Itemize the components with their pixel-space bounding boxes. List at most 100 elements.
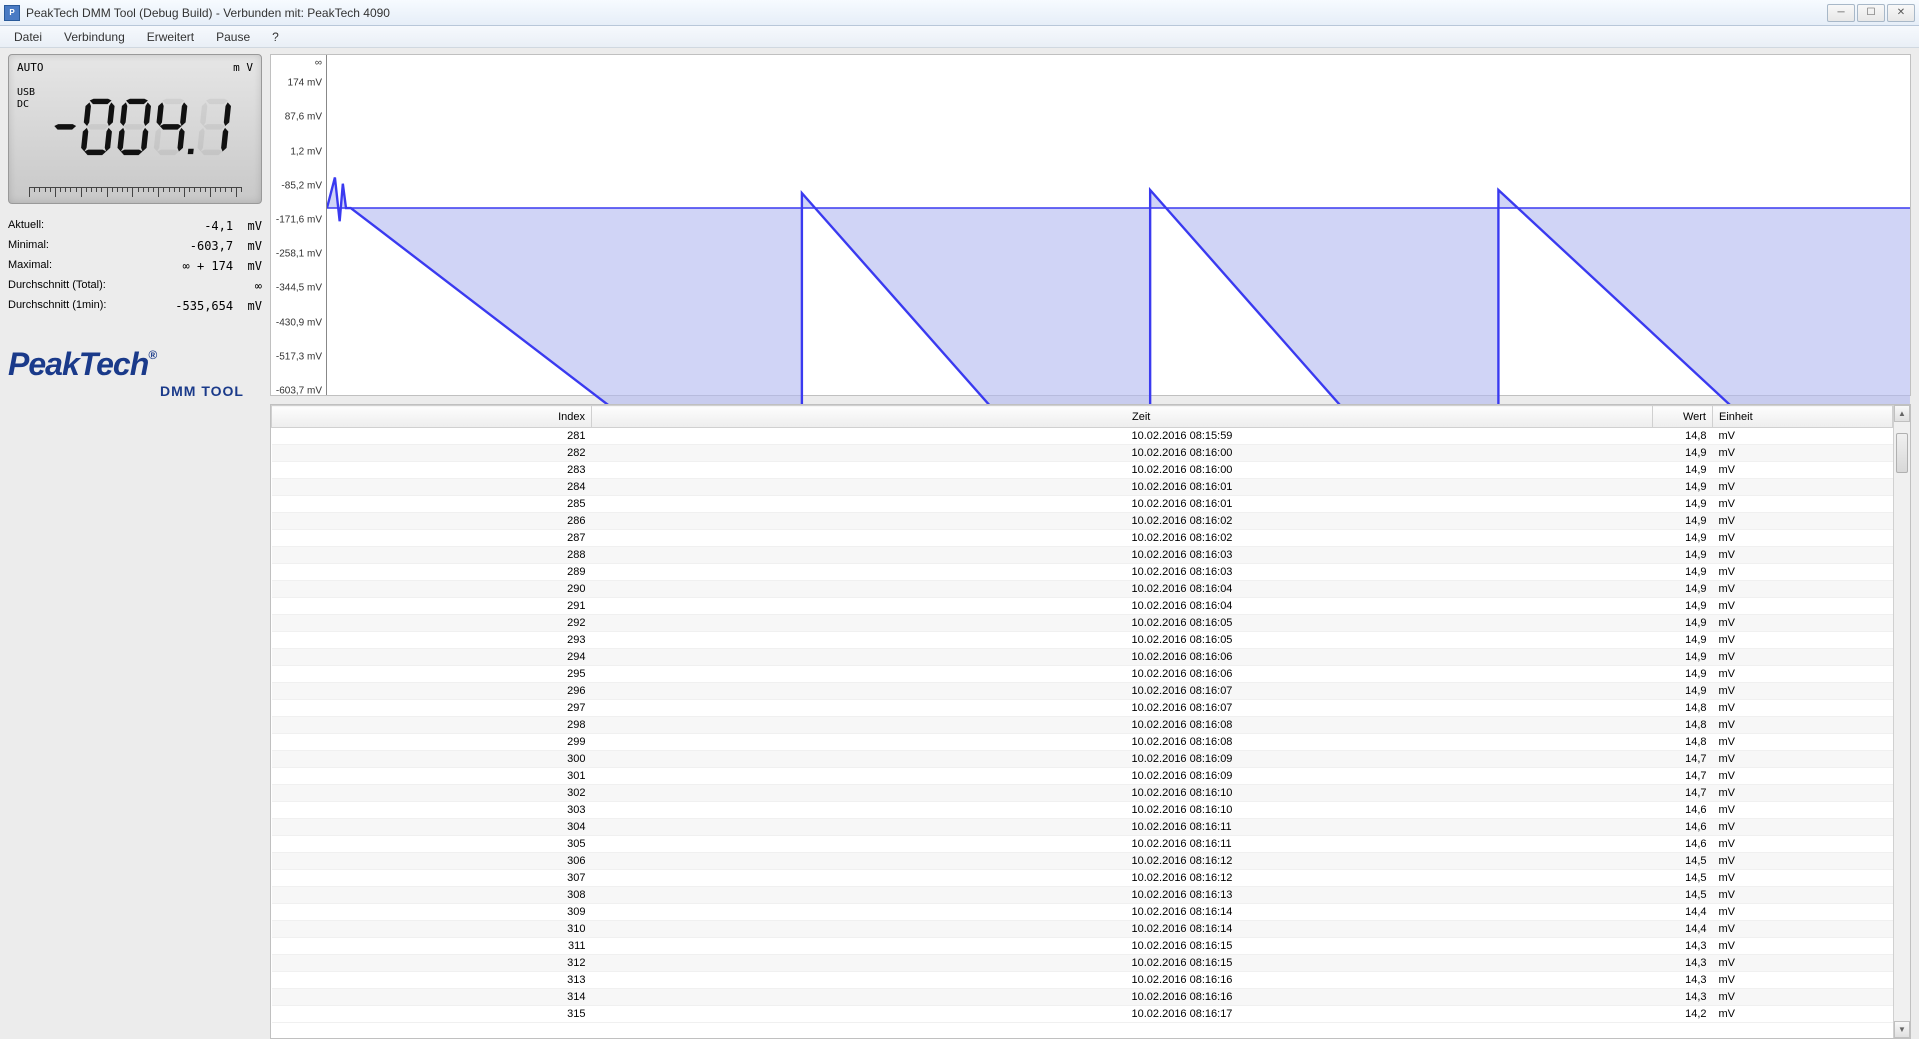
cell-index: 294	[272, 649, 592, 666]
column-header-einheit[interactable]: Einheit	[1713, 406, 1893, 428]
cell-wert: 14,9	[1653, 632, 1713, 649]
cell-einheit: mV	[1713, 734, 1893, 751]
table-row[interactable]: 29610.02.2016 08:16:0714,9mV	[272, 683, 1893, 700]
cell-index: 301	[272, 768, 592, 785]
table-row[interactable]: 31310.02.2016 08:16:1614,3mV	[272, 972, 1893, 989]
table-row[interactable]: 29510.02.2016 08:16:0614,9mV	[272, 666, 1893, 683]
chart-plot-area[interactable]	[327, 55, 1910, 395]
cell-index: 304	[272, 819, 592, 836]
cell-index: 313	[272, 972, 592, 989]
table-scrollbar[interactable]: ▲ ▼	[1893, 405, 1910, 1038]
cell-zeit: 10.02.2016 08:16:08	[592, 734, 1653, 751]
cell-zeit: 10.02.2016 08:16:17	[592, 1006, 1653, 1023]
table-row[interactable]: 29110.02.2016 08:16:0414,9mV	[272, 598, 1893, 615]
column-header-wert[interactable]: Wert	[1653, 406, 1713, 428]
table-row[interactable]: 28910.02.2016 08:16:0314,9mV	[272, 564, 1893, 581]
cell-wert: 14,7	[1653, 785, 1713, 802]
cell-wert: 14,4	[1653, 904, 1713, 921]
cell-wert: 14,3	[1653, 938, 1713, 955]
table-row[interactable]: 30110.02.2016 08:16:0914,7mV	[272, 768, 1893, 785]
titlebar: P PeakTech DMM Tool (Debug Build) - Verb…	[0, 0, 1919, 26]
cell-index: 300	[272, 751, 592, 768]
scroll-thumb[interactable]	[1896, 433, 1908, 473]
menu-item-datei[interactable]: Datei	[4, 28, 52, 46]
cell-zeit: 10.02.2016 08:16:09	[592, 768, 1653, 785]
cell-index: 307	[272, 870, 592, 887]
column-header-index[interactable]: Index	[272, 406, 592, 428]
table-row[interactable]: 29410.02.2016 08:16:0614,9mV	[272, 649, 1893, 666]
maximize-button[interactable]: ☐	[1857, 4, 1885, 22]
table-row[interactable]: 29010.02.2016 08:16:0414,9mV	[272, 581, 1893, 598]
table-row[interactable]: 28210.02.2016 08:16:0014,9mV	[272, 445, 1893, 462]
table-row[interactable]: 28510.02.2016 08:16:0114,9mV	[272, 496, 1893, 513]
menu-item-verbindung[interactable]: Verbindung	[54, 28, 135, 46]
cell-zeit: 10.02.2016 08:16:06	[592, 649, 1653, 666]
table-row[interactable]: 28310.02.2016 08:16:0014,9mV	[272, 462, 1893, 479]
table-row[interactable]: 30810.02.2016 08:16:1314,5mV	[272, 887, 1893, 904]
table-row[interactable]: 29810.02.2016 08:16:0814,8mV	[272, 717, 1893, 734]
table-row[interactable]: 31510.02.2016 08:16:1714,2mV	[272, 1006, 1893, 1023]
table-row[interactable]: 31410.02.2016 08:16:1614,3mV	[272, 989, 1893, 1006]
menu-item-[interactable]: ?	[262, 28, 289, 46]
scroll-up-button[interactable]: ▲	[1894, 405, 1910, 422]
table-row[interactable]: 30010.02.2016 08:16:0914,7mV	[272, 751, 1893, 768]
y-axis-label: -85,2 mV	[281, 180, 322, 191]
table-row[interactable]: 28110.02.2016 08:15:5914,8mV	[272, 428, 1893, 445]
menu-item-erweitert[interactable]: Erweitert	[137, 28, 204, 46]
table-row[interactable]: 28610.02.2016 08:16:0214,9mV	[272, 513, 1893, 530]
table-row[interactable]: 29710.02.2016 08:16:0714,8mV	[272, 700, 1893, 717]
table-row[interactable]: 31210.02.2016 08:16:1514,3mV	[272, 955, 1893, 972]
table-row[interactable]: 28810.02.2016 08:16:0314,9mV	[272, 547, 1893, 564]
minimize-button[interactable]: ─	[1827, 4, 1855, 22]
cell-zeit: 10.02.2016 08:16:11	[592, 836, 1653, 853]
cell-zeit: 10.02.2016 08:16:04	[592, 598, 1653, 615]
cell-zeit: 10.02.2016 08:16:13	[592, 887, 1653, 904]
cell-einheit: mV	[1713, 666, 1893, 683]
table-row[interactable]: 30410.02.2016 08:16:1114,6mV	[272, 819, 1893, 836]
table-row[interactable]: 31110.02.2016 08:16:1514,3mV	[272, 938, 1893, 955]
cell-wert: 14,9	[1653, 666, 1713, 683]
table-row[interactable]: 29910.02.2016 08:16:0814,8mV	[272, 734, 1893, 751]
table-row[interactable]: 30910.02.2016 08:16:1414,4mV	[272, 904, 1893, 921]
table-row[interactable]: 29210.02.2016 08:16:0514,9mV	[272, 615, 1893, 632]
table-row[interactable]: 28710.02.2016 08:16:0214,9mV	[272, 530, 1893, 547]
data-table[interactable]: IndexZeitWertEinheit 28110.02.2016 08:15…	[271, 405, 1893, 1023]
cell-einheit: mV	[1713, 836, 1893, 853]
close-button[interactable]: ✕	[1887, 4, 1915, 22]
cell-zeit: 10.02.2016 08:16:15	[592, 955, 1653, 972]
lcd-display: AUTO m V USB DC	[8, 54, 262, 204]
column-header-zeit[interactable]: Zeit	[592, 406, 1653, 428]
table-row[interactable]: 30210.02.2016 08:16:1014,7mV	[272, 785, 1893, 802]
cell-index: 286	[272, 513, 592, 530]
table-row[interactable]: 29310.02.2016 08:16:0514,9mV	[272, 632, 1893, 649]
cell-wert: 14,3	[1653, 972, 1713, 989]
table-row[interactable]: 30710.02.2016 08:16:1214,5mV	[272, 870, 1893, 887]
chart-container: ∞ 174 mV87,6 mV1,2 mV-85,2 mV-171,6 mV-2…	[270, 54, 1911, 396]
table-row[interactable]: 30610.02.2016 08:16:1214,5mV	[272, 853, 1893, 870]
cell-wert: 14,7	[1653, 768, 1713, 785]
cell-index: 315	[272, 1006, 592, 1023]
cell-zeit: 10.02.2016 08:16:09	[592, 751, 1653, 768]
table-row[interactable]: 30310.02.2016 08:16:1014,6mV	[272, 802, 1893, 819]
lcd-bargraph	[29, 179, 241, 193]
cell-wert: 14,7	[1653, 751, 1713, 768]
cell-einheit: mV	[1713, 649, 1893, 666]
cell-wert: 14,9	[1653, 564, 1713, 581]
cell-index: 297	[272, 700, 592, 717]
scroll-down-button[interactable]: ▼	[1894, 1021, 1910, 1038]
y-axis-label: -517,3 mV	[276, 351, 322, 362]
cell-einheit: mV	[1713, 428, 1893, 445]
stats-label: Maximal:	[8, 259, 52, 273]
table-row[interactable]: 28410.02.2016 08:16:0114,9mV	[272, 479, 1893, 496]
table-row[interactable]: 30510.02.2016 08:16:1114,6mV	[272, 836, 1893, 853]
menu-item-pause[interactable]: Pause	[206, 28, 260, 46]
cell-index: 308	[272, 887, 592, 904]
cell-einheit: mV	[1713, 785, 1893, 802]
stats-label: Minimal:	[8, 239, 49, 253]
table-row[interactable]: 31010.02.2016 08:16:1414,4mV	[272, 921, 1893, 938]
cell-index: 314	[272, 989, 592, 1006]
cell-einheit: mV	[1713, 802, 1893, 819]
cell-zeit: 10.02.2016 08:16:14	[592, 921, 1653, 938]
cell-index: 289	[272, 564, 592, 581]
cell-wert: 14,9	[1653, 683, 1713, 700]
